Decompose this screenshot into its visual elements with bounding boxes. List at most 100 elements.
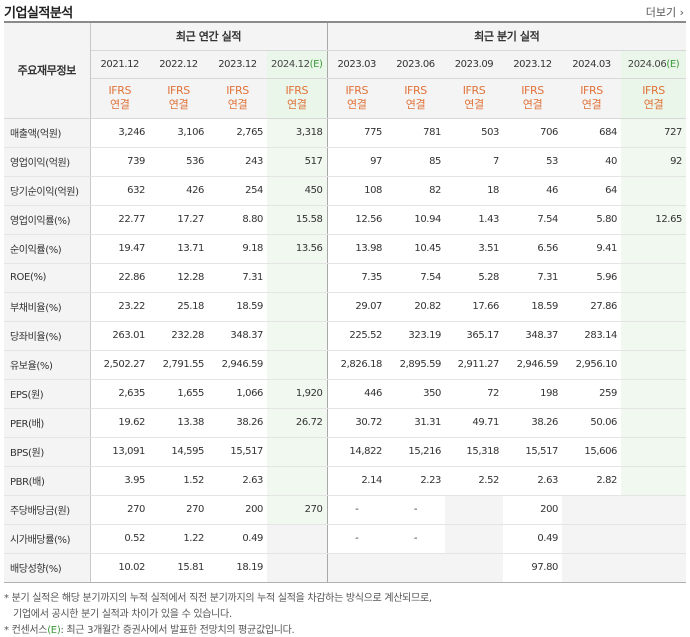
value-cell: 15,606 [562, 437, 621, 467]
table-row: 시가배당률(%) 0.52 1.22 0.49- -0.49 [4, 524, 686, 554]
value-cell: 46 [503, 176, 562, 206]
value-cell: 200 [208, 494, 267, 525]
value-cell: 1.52 [149, 466, 208, 496]
value-cell: 684 [562, 118, 621, 148]
value-cell: 26.72 [267, 408, 327, 438]
value-cell: 7.35 [326, 263, 386, 293]
value-cell: 1.22 [149, 524, 208, 554]
value-cell: 263.01 [90, 321, 149, 351]
estimate-mark: (E) [309, 58, 323, 70]
value-cell: 15.81 [149, 553, 208, 583]
value-cell: 3.95 [90, 466, 149, 496]
value-cell: 3,318 [267, 118, 327, 148]
value-cell: 7.31 [208, 263, 267, 293]
value-cell: 243 [208, 147, 267, 177]
value-cell: 348.37 [503, 321, 562, 351]
value-cell [267, 524, 327, 554]
kind-header-row: IFRS 연결 IFRS 연결 IFRS 연결 IFRS 연결 IFRS 연결 IFRS 연결 IFRS… [4, 78, 686, 119]
row-label: 시가배당률(%) [4, 524, 91, 554]
value-cell: 348.37 [208, 321, 267, 351]
value-cell [267, 466, 327, 496]
value-cell [562, 553, 621, 583]
table-row: PBR(배) 3.95 1.52 2.63 2.14 2.23 2.52 2.63 2.82 [4, 466, 686, 496]
value-cell: 2,946.59 [208, 350, 267, 380]
value-cell: 29.07 [326, 292, 386, 322]
value-cell: - [386, 494, 445, 525]
value-cell: 2.23 [386, 466, 445, 496]
value-cell [621, 176, 686, 206]
value-cell: 775 [326, 118, 386, 148]
value-cell: 10.02 [90, 553, 149, 583]
value-cell: 536 [149, 147, 208, 177]
value-cell [621, 292, 686, 322]
value-cell: 270 [90, 494, 149, 525]
value-cell: 2.63 [208, 466, 267, 496]
value-cell: 92 [621, 147, 686, 177]
table-row: 당기순이익(억원) 632 426 254 450 108 82 18 46 64 [4, 176, 686, 206]
value-cell: 19.62 [90, 408, 149, 438]
row-label: 유보율(%) [4, 350, 91, 380]
value-cell: 49.71 [445, 408, 503, 438]
value-cell: 15,517 [503, 437, 562, 467]
value-cell: 22.86 [90, 263, 149, 293]
value-cell: 9.18 [208, 234, 267, 264]
value-cell: 31.31 [386, 408, 445, 438]
value-cell: 0.52 [90, 524, 149, 554]
value-cell: 2.14 [326, 466, 386, 496]
value-cell: 2,635 [90, 378, 149, 409]
value-cell: 0.49 [208, 524, 267, 554]
value-cell: 0.49 [503, 524, 562, 554]
value-cell: 72 [445, 378, 503, 409]
value-cell [267, 292, 327, 322]
value-cell: 5.96 [562, 263, 621, 293]
value-cell: 2,946.59 [503, 350, 562, 380]
kind-header: IFRS 연결 [562, 78, 621, 119]
value-cell: - [386, 524, 445, 554]
more-link[interactable]: 더보기 › [646, 4, 684, 20]
value-cell [621, 350, 686, 380]
value-cell: 503 [445, 118, 503, 148]
kind-header: IFRS 연결 [621, 78, 686, 119]
table-row: 당좌비율(%) 263.01 232.28 348.37 225.52 323.19 365… [4, 321, 686, 351]
row-label: 배당성향(%) [4, 553, 91, 583]
value-cell: 23.22 [90, 292, 149, 322]
value-cell: 365.17 [445, 321, 503, 351]
kind-header: IFRS 연결 [445, 78, 503, 119]
estimate-mark: (E) [666, 58, 680, 70]
table-row: 유보율(%) 2,502.27 2,791.55 2,946.59 2,826.18 2,… [4, 350, 686, 380]
value-cell: - [326, 494, 386, 525]
value-cell: 7.31 [503, 263, 562, 293]
value-cell: 2,791.55 [149, 350, 208, 380]
table-row: PER(배) 19.62 13.38 38.26 26.72 30.72 31.31 49.7… [4, 408, 686, 438]
corner-header: 주요재무정보 [4, 22, 91, 119]
value-cell [267, 321, 327, 351]
value-cell: 25.18 [149, 292, 208, 322]
value-cell: - [326, 524, 386, 554]
value-cell: 30.72 [326, 408, 386, 438]
value-cell: 517 [267, 147, 327, 177]
value-cell: 53 [503, 147, 562, 177]
value-cell: 13.38 [149, 408, 208, 438]
value-cell [445, 524, 503, 554]
value-cell [267, 263, 327, 293]
value-cell: 225.52 [326, 321, 386, 351]
period-header: 2023.09 [445, 50, 503, 79]
row-label: BPS(원) [4, 437, 91, 467]
value-cell: 22.77 [90, 204, 149, 235]
value-cell: 706 [503, 118, 562, 148]
value-cell [621, 234, 686, 264]
period-header: 2022.12 [149, 50, 208, 79]
kind-header: IFRS 연결 [503, 78, 562, 119]
value-cell: 13.56 [267, 234, 327, 264]
value-cell: 270 [149, 494, 208, 525]
period-header: 2024.12(E) [267, 50, 327, 79]
period-header: 2023.12 [208, 50, 267, 79]
value-cell: 283.14 [562, 321, 621, 351]
value-cell: 2,956.10 [562, 350, 621, 380]
value-cell [267, 553, 327, 583]
value-cell: 3,106 [149, 118, 208, 148]
table-row: 매출액(억원) 3,246 3,106 2,765 3,318 775 781 503 706 6… [4, 118, 686, 148]
row-label: 당기순이익(억원) [4, 176, 91, 206]
value-cell: 64 [562, 176, 621, 206]
value-cell: 15,318 [445, 437, 503, 467]
